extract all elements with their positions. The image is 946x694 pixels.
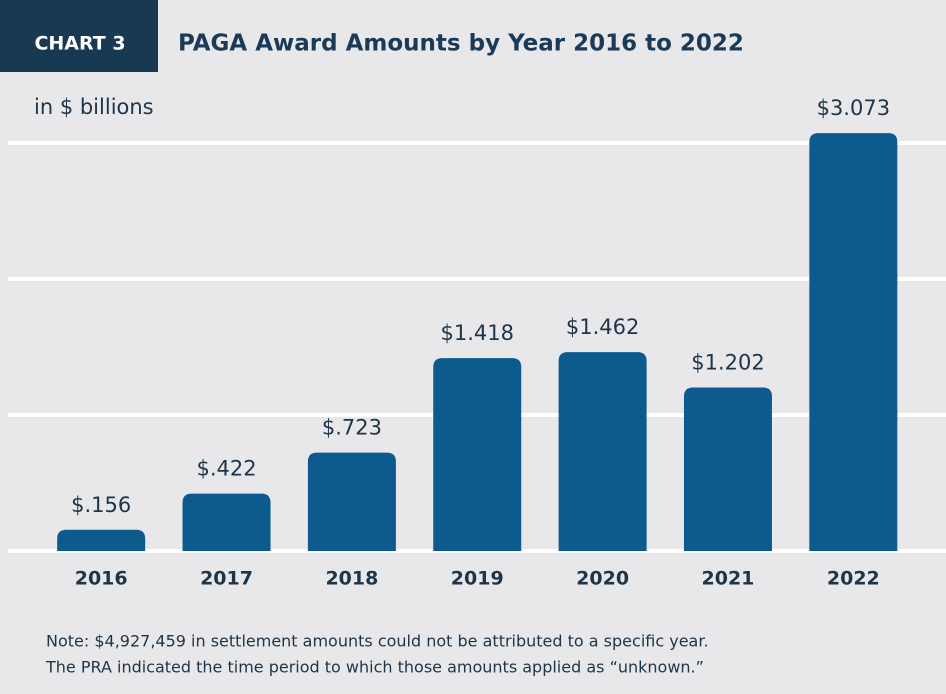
bar xyxy=(57,529,146,551)
badge-box xyxy=(0,0,158,72)
value-label: $1.202 xyxy=(691,351,764,375)
bar xyxy=(809,133,898,551)
note: The PRA indicated the time period to whi… xyxy=(45,658,704,677)
value-label: $1.418 xyxy=(441,321,514,345)
value-label: $.723 xyxy=(322,416,382,440)
badge: CHART 3 xyxy=(34,33,125,55)
value-label: $.156 xyxy=(71,493,131,517)
bar xyxy=(307,452,396,551)
x-tick-label: 2018 xyxy=(325,568,378,590)
note: Note: $4,927,459 in settlement amounts c… xyxy=(46,632,709,651)
bar xyxy=(683,387,772,551)
bar xyxy=(433,358,522,551)
x-tick-label: 2019 xyxy=(451,568,504,590)
x-tick-label: 2022 xyxy=(827,568,880,590)
bar xyxy=(558,352,647,551)
x-tick-label: 2017 xyxy=(200,568,253,590)
unit-label: in $ billions xyxy=(34,95,154,119)
chart-title: PAGA Award Amounts by Year 2016 to 2022 xyxy=(178,31,744,57)
value-label: $.422 xyxy=(196,457,256,481)
value-label: $1.462 xyxy=(566,315,639,339)
x-tick-label: 2021 xyxy=(702,568,755,590)
x-tick-label: 2020 xyxy=(576,568,629,590)
x-tick-label: 2016 xyxy=(75,568,128,590)
value-label: $3.073 xyxy=(817,96,890,120)
bar xyxy=(182,493,271,551)
